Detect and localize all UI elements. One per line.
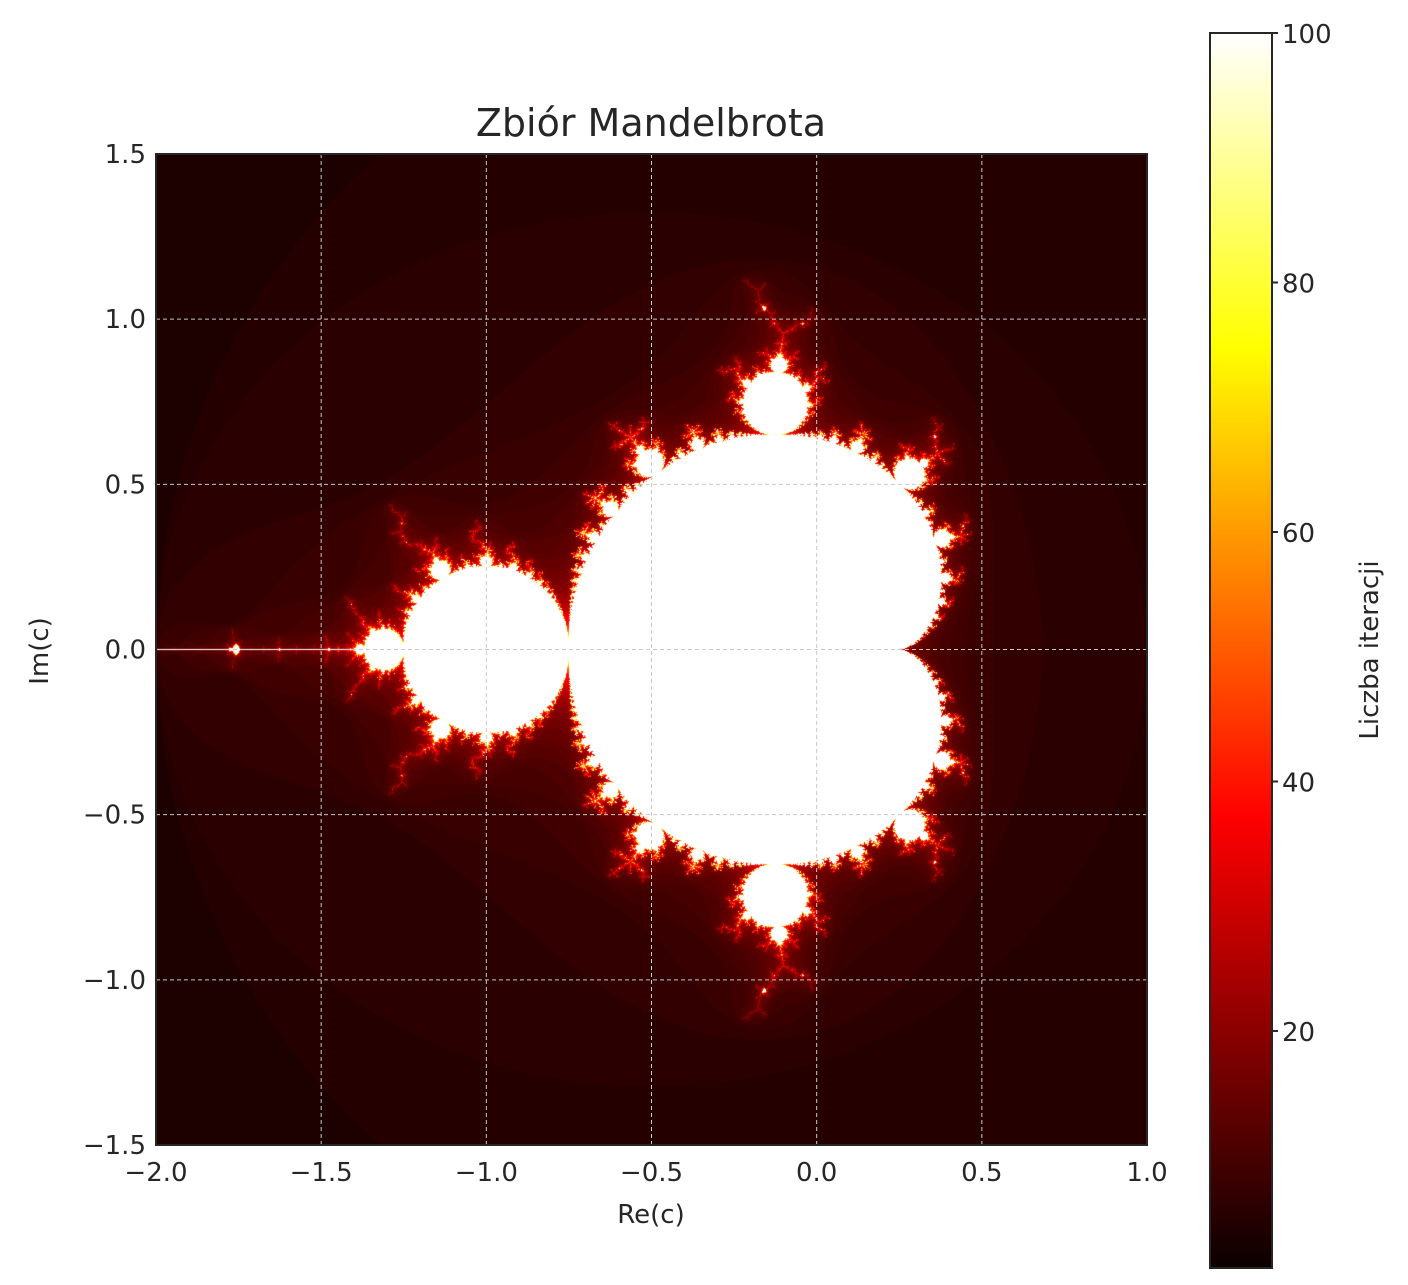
x-tick-label: −1.0 xyxy=(455,1158,518,1188)
x-axis: −2.0 −1.5 −1.0 −0.5 0.0 0.5 1.0 xyxy=(124,1158,1167,1188)
colorbar-tick-label: 40 xyxy=(1282,768,1315,798)
x-tick-label: 0.5 xyxy=(961,1158,1002,1188)
colorbar-label: Liczba iteracji xyxy=(1355,560,1385,739)
colorbar-tick-label: 20 xyxy=(1282,1018,1315,1048)
x-tick-label: −0.5 xyxy=(620,1158,683,1188)
y-tick-label: 1.5 xyxy=(105,140,146,170)
y-tick-label: −0.5 xyxy=(83,801,146,831)
colorbar-tick-label: 100 xyxy=(1282,20,1332,50)
y-tick-label: 0.0 xyxy=(105,636,146,666)
x-tick-label: −1.5 xyxy=(290,1158,353,1188)
y-axis: −1.5 −1.0 −0.5 0.0 0.5 1.0 1.5 xyxy=(83,140,146,1161)
y-axis-label: Im(c) xyxy=(25,617,55,685)
x-tick-label: 0.0 xyxy=(796,1158,837,1188)
y-tick-label: 0.5 xyxy=(105,470,146,500)
y-tick-label: −1.0 xyxy=(83,966,146,996)
grid-lines xyxy=(155,153,1148,1146)
plot-frame xyxy=(155,153,1148,1146)
y-tick-label: 1.0 xyxy=(105,305,146,335)
x-tick-label: −2.0 xyxy=(124,1158,187,1188)
colorbar xyxy=(1209,32,1273,1269)
colorbar-tick-label: 80 xyxy=(1282,269,1315,299)
x-tick-label: 1.0 xyxy=(1126,1158,1167,1188)
y-tick-label: −1.5 xyxy=(83,1131,146,1161)
x-axis-label: Re(c) xyxy=(617,1200,684,1230)
mandelbrot-heatmap xyxy=(156,154,1147,1145)
chart-title: Zbiór Mandelbrota xyxy=(476,101,826,145)
colorbar-tick-label: 60 xyxy=(1282,519,1315,549)
colorbar-ticks: 20 40 60 80 100 xyxy=(1272,20,1332,1048)
